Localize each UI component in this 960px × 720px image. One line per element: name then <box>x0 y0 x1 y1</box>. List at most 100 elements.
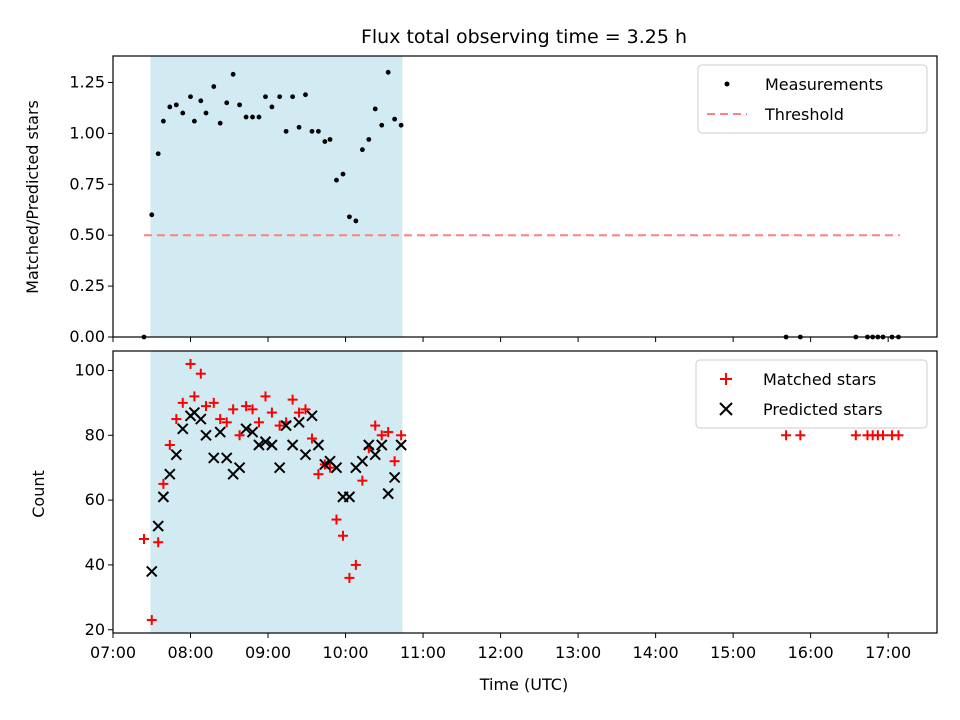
predicted-star-point <box>195 413 207 425</box>
bottom-x-tick-label: 10:00 <box>322 643 368 662</box>
matched-star-point <box>201 401 212 412</box>
matched-star-point <box>344 572 355 583</box>
measurement-point <box>149 212 155 218</box>
predicted-star-point <box>299 449 312 461</box>
matched-star-point <box>228 404 239 415</box>
measurement-point <box>283 128 289 134</box>
bottom-y-ticks: 20 40 60 80 100 <box>74 360 113 639</box>
measurement-point <box>269 104 275 110</box>
legend-label-measurements: Measurements <box>765 75 883 94</box>
measurement-point <box>198 98 204 104</box>
measurement-point <box>366 137 372 142</box>
predicted-star-point <box>177 423 189 435</box>
top-y-tick-label: 0.75 <box>69 174 105 193</box>
bottom-x-tick-label: 11:00 <box>400 643 446 662</box>
matched-star-point <box>195 368 206 379</box>
matched-star-point <box>877 430 888 441</box>
matched-star-point <box>850 430 861 441</box>
predicted-star-point <box>293 416 305 429</box>
predicted-star-points <box>146 406 407 578</box>
measurement-point <box>188 94 193 100</box>
predicted-star-point <box>388 471 401 484</box>
predicted-star-point <box>200 429 212 441</box>
measurement-point <box>379 122 385 128</box>
measurement-point <box>167 104 173 110</box>
matched-star-point <box>300 404 311 415</box>
matched-star-point <box>139 534 150 544</box>
predicted-star-point <box>363 439 375 451</box>
legend-marker-measurements <box>724 81 730 87</box>
matched-star-point <box>294 407 305 418</box>
measurement-point <box>372 106 378 112</box>
top-y-tick-label: 0.25 <box>69 276 105 295</box>
bottom-x-tick-label: 12:00 <box>478 643 524 662</box>
bottom-legend: Matched stars Predicted stars <box>695 359 928 429</box>
matched-star-point <box>153 537 164 548</box>
predicted-star-point <box>152 520 164 532</box>
top-y-tick-label: 1.25 <box>69 72 105 91</box>
measurement-point <box>327 137 333 142</box>
matched-star-points <box>139 358 904 626</box>
predicted-star-point <box>395 439 407 451</box>
matched-star-point <box>247 404 258 415</box>
predicted-star-point <box>240 423 252 435</box>
predicted-star-point <box>286 439 299 451</box>
matched-star-point <box>795 430 806 441</box>
matched-star-point <box>171 414 182 425</box>
top-panel: 0.00 0.25 0.50 0.75 1.00 1.25 Measurements Th… <box>69 55 938 346</box>
matched-star-point <box>274 420 285 431</box>
measurement-point <box>296 124 302 130</box>
measurement-point <box>290 94 296 100</box>
predicted-star-point <box>233 461 246 474</box>
measurement-point <box>237 102 242 108</box>
bottom-y-tick-label: 40 <box>85 555 105 574</box>
matched-star-point <box>266 407 277 418</box>
predicted-star-point <box>146 565 158 578</box>
predicted-star-point <box>356 455 369 467</box>
measurement-point <box>340 171 346 177</box>
bottom-legend-box <box>695 359 928 429</box>
predicted-star-point <box>382 487 394 500</box>
top-y-ticks: 0.00 0.25 0.50 0.75 1.00 1.25 <box>69 72 113 346</box>
predicted-star-point <box>319 458 331 471</box>
matched-star-point <box>331 514 342 525</box>
predicted-star-point <box>369 449 381 461</box>
bottom-axes-frame <box>112 350 938 634</box>
bottom-y-tick-label: 60 <box>85 490 105 509</box>
bottom-x-tick-label: 15:00 <box>710 643 756 662</box>
bottom-x-tick-label: 09:00 <box>245 643 291 662</box>
predicted-star-point <box>157 491 170 503</box>
matched-star-point <box>146 615 157 626</box>
bottom-x-tick-label: 14:00 <box>633 643 679 662</box>
matched-star-point <box>215 414 226 425</box>
bottom-y-tick-label: 20 <box>85 620 105 639</box>
measurement-point <box>347 214 352 220</box>
matched-star-point <box>306 433 317 444</box>
predicted-star-point <box>280 419 292 432</box>
matched-star-point <box>350 559 361 570</box>
matched-star-point <box>164 440 175 450</box>
matched-star-point <box>781 430 792 441</box>
matched-star-point <box>357 475 368 486</box>
matched-star-point <box>287 394 298 405</box>
measurement-point <box>180 110 186 116</box>
predicted-star-point <box>273 461 286 474</box>
predicted-star-point <box>330 461 343 474</box>
top-legend-box <box>697 64 928 134</box>
measurement-point <box>211 84 217 89</box>
measurement-point <box>243 114 249 120</box>
matched-star-point <box>383 427 394 438</box>
chart-title: Flux total observing time = 3.25 h <box>361 26 687 48</box>
predicted-star-point <box>208 452 220 464</box>
matched-star-point <box>208 397 219 408</box>
measurement-point <box>217 120 223 126</box>
bottom-x-tick-label: 17:00 <box>865 643 911 662</box>
top-y-tick-label: 0.00 <box>69 327 105 346</box>
measurement-point <box>316 128 321 134</box>
matched-star-point <box>313 469 324 480</box>
measurement-point <box>385 69 391 75</box>
predicted-star-point <box>376 439 388 451</box>
measurement-point <box>334 177 339 183</box>
predicted-star-point <box>306 410 318 422</box>
